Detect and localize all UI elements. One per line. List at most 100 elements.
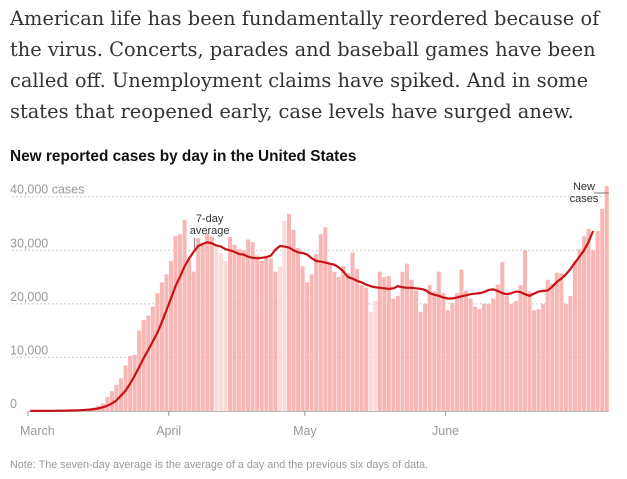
daily-case-bar <box>423 303 428 411</box>
daily-case-bar <box>168 261 173 411</box>
daily-case-bar <box>382 277 387 411</box>
daily-case-bar <box>200 244 205 411</box>
daily-case-bar <box>577 249 582 411</box>
daily-case-bar <box>427 285 432 411</box>
daily-case-bar <box>223 261 228 411</box>
daily-case-bar <box>255 255 260 411</box>
daily-case-bar <box>600 209 605 411</box>
daily-case-bar <box>504 295 509 411</box>
new-cases-annotation-label: cases <box>570 193 599 205</box>
daily-case-bar <box>545 279 550 411</box>
daily-case-bar <box>559 273 564 411</box>
daily-case-bar <box>359 285 364 411</box>
daily-case-bar <box>300 266 305 411</box>
daily-case-bar <box>591 250 596 411</box>
daily-case-bar <box>332 271 337 411</box>
daily-case-bar <box>309 274 314 411</box>
x-tick-label: June <box>432 424 459 438</box>
daily-case-bar <box>468 298 473 411</box>
daily-case-bar <box>550 283 555 411</box>
daily-case-bar <box>477 309 482 411</box>
x-tick-label: April <box>156 424 181 438</box>
daily-case-bar <box>527 291 532 411</box>
daily-case-bar <box>146 315 151 411</box>
x-tick-label: March <box>20 424 55 438</box>
daily-case-bar <box>563 303 568 411</box>
daily-case-bar <box>187 259 192 411</box>
daily-case-bar <box>377 271 382 411</box>
daily-case-bar <box>214 244 219 411</box>
daily-case-bar <box>541 303 546 411</box>
average-annotation-label: average <box>190 225 230 237</box>
daily-case-bar <box>391 298 396 411</box>
daily-case-bar <box>237 249 242 411</box>
daily-case-bar <box>464 290 469 411</box>
daily-case-bar <box>150 306 155 411</box>
cases-chart: 0 10,000 20,000 30,000 40,000 cases March Apr… <box>10 181 609 438</box>
daily-case-bar <box>164 274 169 411</box>
daily-case-bar <box>314 254 319 411</box>
daily-case-bar <box>178 234 183 411</box>
y-tick-label: 30,000 <box>10 236 48 250</box>
daily-case-bar <box>141 319 146 411</box>
chart-x-axis: March April May June <box>20 411 459 438</box>
daily-case-bar <box>123 365 128 411</box>
chart-title: New reported cases by day in the United … <box>10 148 357 165</box>
daily-case-bar <box>400 271 405 411</box>
daily-case-bar <box>182 219 187 411</box>
daily-case-bar <box>286 213 292 411</box>
daily-case-bar <box>273 271 278 411</box>
daily-case-bar <box>259 261 264 411</box>
daily-case-bar <box>341 266 346 411</box>
y-tick-label: 40,000 cases <box>10 183 84 197</box>
daily-case-bar <box>568 295 573 411</box>
daily-case-bar <box>414 290 419 411</box>
daily-case-bar <box>159 282 164 411</box>
daily-case-bar <box>386 276 391 411</box>
daily-case-bar <box>495 284 500 411</box>
daily-case-bar <box>436 271 441 411</box>
daily-case-bar <box>205 233 210 411</box>
daily-case-bar <box>318 234 323 411</box>
chart-y-ticks: 0 10,000 20,000 30,000 40,000 cases <box>10 183 84 411</box>
daily-case-bar <box>604 186 609 411</box>
daily-case-bar <box>536 309 541 411</box>
new-cases-annotation-label: New <box>573 181 595 193</box>
daily-case-bar <box>473 306 478 411</box>
daily-case-bar <box>582 236 587 411</box>
daily-case-bar <box>482 303 487 411</box>
daily-case-bar <box>404 263 410 411</box>
daily-case-bar <box>137 330 142 411</box>
daily-case-bar <box>509 303 514 411</box>
daily-case-bar <box>155 293 160 411</box>
daily-case-bar <box>409 279 414 411</box>
daily-case-bar <box>595 231 600 411</box>
seven-day-average-line <box>30 230 595 413</box>
daily-case-bar <box>364 287 369 411</box>
chart-average-line <box>30 230 595 413</box>
daily-case-bar <box>554 272 559 411</box>
chart-bars <box>28 186 609 412</box>
daily-case-bar <box>323 227 328 411</box>
daily-case-bar <box>450 302 455 411</box>
daily-case-bar <box>282 220 287 411</box>
daily-case-bar <box>491 298 496 411</box>
daily-case-bar <box>227 236 233 411</box>
daily-case-bar <box>173 235 178 411</box>
daily-case-bar <box>336 277 341 411</box>
daily-case-bar <box>246 239 251 411</box>
y-tick-label: 20,000 <box>10 290 48 304</box>
daily-case-bar <box>114 384 119 411</box>
x-tick-label: May <box>293 424 317 438</box>
daily-case-bar <box>373 301 378 411</box>
daily-case-bar <box>296 248 301 411</box>
daily-case-bar <box>523 250 528 411</box>
daily-case-bar <box>532 310 537 411</box>
daily-case-bar <box>209 236 214 411</box>
daily-case-bar <box>132 354 137 411</box>
daily-case-bar <box>291 229 296 411</box>
daily-case-bar <box>277 266 282 411</box>
daily-case-bar <box>268 258 273 411</box>
daily-case-bar <box>572 261 577 411</box>
